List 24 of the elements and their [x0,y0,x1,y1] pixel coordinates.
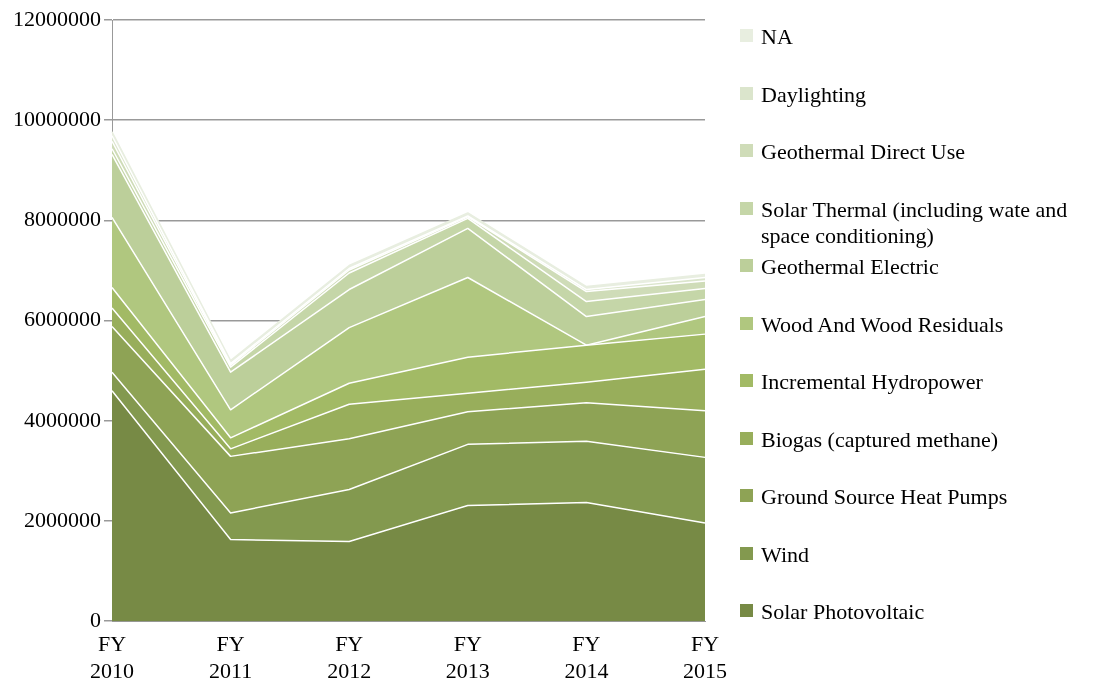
x-tick-label: FY 2014 [564,631,609,683]
legend-label: Ground Source Heat Pumps [761,484,1008,510]
x-tick-label: FY 2010 [90,631,134,683]
x-tick-label: FY 2011 [209,631,253,683]
legend-label: NA [761,24,793,50]
legend-label: Solar Photovoltaic [761,599,925,625]
legend-label: Wood And Wood Residuals [761,311,1004,338]
y-tick-label: 6000000 [24,306,101,332]
legend-label: Daylighting [761,81,867,108]
x-tick-label: FY 2012 [327,631,372,683]
legend-label: Solar Thermal (including wate and space conditioning) [761,196,1069,249]
y-tick-label: 8000000 [24,206,101,232]
y-tick-label: 2000000 [24,506,101,532]
legend-label: Geothermal Direct Use [761,139,966,165]
y-tick-label: 4000000 [24,406,101,432]
y-tick-label: 0 [90,606,101,632]
legend-label: Incremental Hydropower [761,369,983,395]
y-tick-label: 10000000 [13,105,101,131]
x-tick-label: FY 2013 [445,631,490,683]
legend-label: Wind [761,541,809,568]
legend-label: Geothermal Electric [761,254,939,280]
x-tick-label: FY 2015 [683,631,727,683]
y-tick-label: 12000000 [13,5,101,31]
legend-label: Biogas (captured methane) [761,426,999,453]
